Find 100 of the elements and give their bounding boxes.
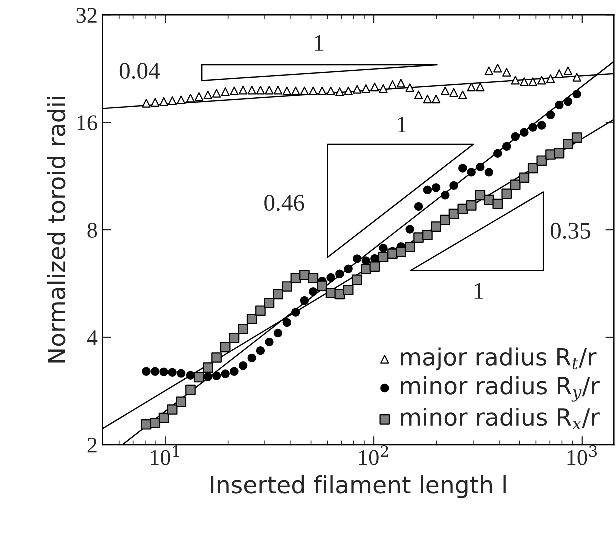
point [229,333,240,344]
point [406,84,414,92]
point [344,264,353,274]
point [220,342,231,353]
point [343,284,354,296]
point [176,96,186,104]
point [528,78,538,86]
point [176,369,186,378]
point [502,142,512,151]
point [292,308,300,317]
x-axis-title: Inserted filament length l [211,476,506,498]
point [336,270,344,278]
point [423,186,432,194]
y-tick-label: 16 [78,116,98,131]
point [440,214,451,226]
point [555,100,564,110]
point [546,110,556,120]
point [554,148,565,159]
point [204,372,213,382]
point [441,191,450,200]
point [309,86,318,96]
point [379,244,388,253]
point [458,90,468,100]
point [404,242,416,252]
point [212,89,222,98]
annotation: 0.46 [264,195,304,212]
point [194,372,204,383]
point [142,367,151,376]
point [336,88,344,96]
point [282,282,292,292]
annotation: 1 [474,283,484,299]
point [158,412,170,424]
point [379,84,388,94]
point [502,188,512,200]
point [564,97,573,106]
point [256,346,266,356]
point [186,384,196,396]
point [326,86,336,96]
point [492,198,504,210]
point [494,149,502,158]
point [160,368,168,376]
point [466,200,477,211]
point [511,76,520,85]
point [476,82,485,92]
point [467,168,476,177]
point [300,296,310,306]
point [520,78,529,86]
point [546,150,556,160]
point [484,168,494,177]
point [274,328,283,338]
y-axis-title: Normalized toroid radii [47,97,66,363]
annotation: 1 [315,35,324,51]
point [326,273,336,282]
point [528,123,538,132]
point [511,132,520,142]
point [246,314,258,324]
point [318,86,327,96]
y-tick-label: 4 [87,330,98,346]
point [370,82,380,92]
point [396,79,406,88]
point [142,99,151,108]
point [564,66,573,76]
point [186,94,196,103]
point [520,128,529,137]
point [536,156,548,166]
point [212,372,222,380]
point [264,298,275,308]
point [221,88,230,96]
annotation: 0.04 [120,63,160,80]
point [484,66,494,76]
point [502,68,512,77]
point [150,418,161,428]
y-tick-label: 8 [88,222,98,238]
point [572,73,582,82]
point [414,232,424,243]
annotation: 0.35 [550,223,590,240]
x-tick-label: 10$^{3}$ [568,445,598,466]
point [546,74,556,84]
point [538,76,546,85]
point [370,262,380,272]
point [248,354,256,363]
point [441,86,450,96]
point [308,273,319,284]
point [238,86,248,95]
point [538,121,546,130]
point [431,222,442,232]
point [256,86,266,95]
point [353,254,362,264]
point [317,280,328,292]
point [212,352,222,363]
point [450,88,458,98]
point [432,184,441,192]
point [563,139,574,150]
point [378,252,389,262]
point [458,164,468,173]
point [204,90,213,100]
x-tick-label: 10$^{1}$ [151,445,180,466]
point [256,306,266,316]
point [406,225,414,234]
point [186,371,196,380]
